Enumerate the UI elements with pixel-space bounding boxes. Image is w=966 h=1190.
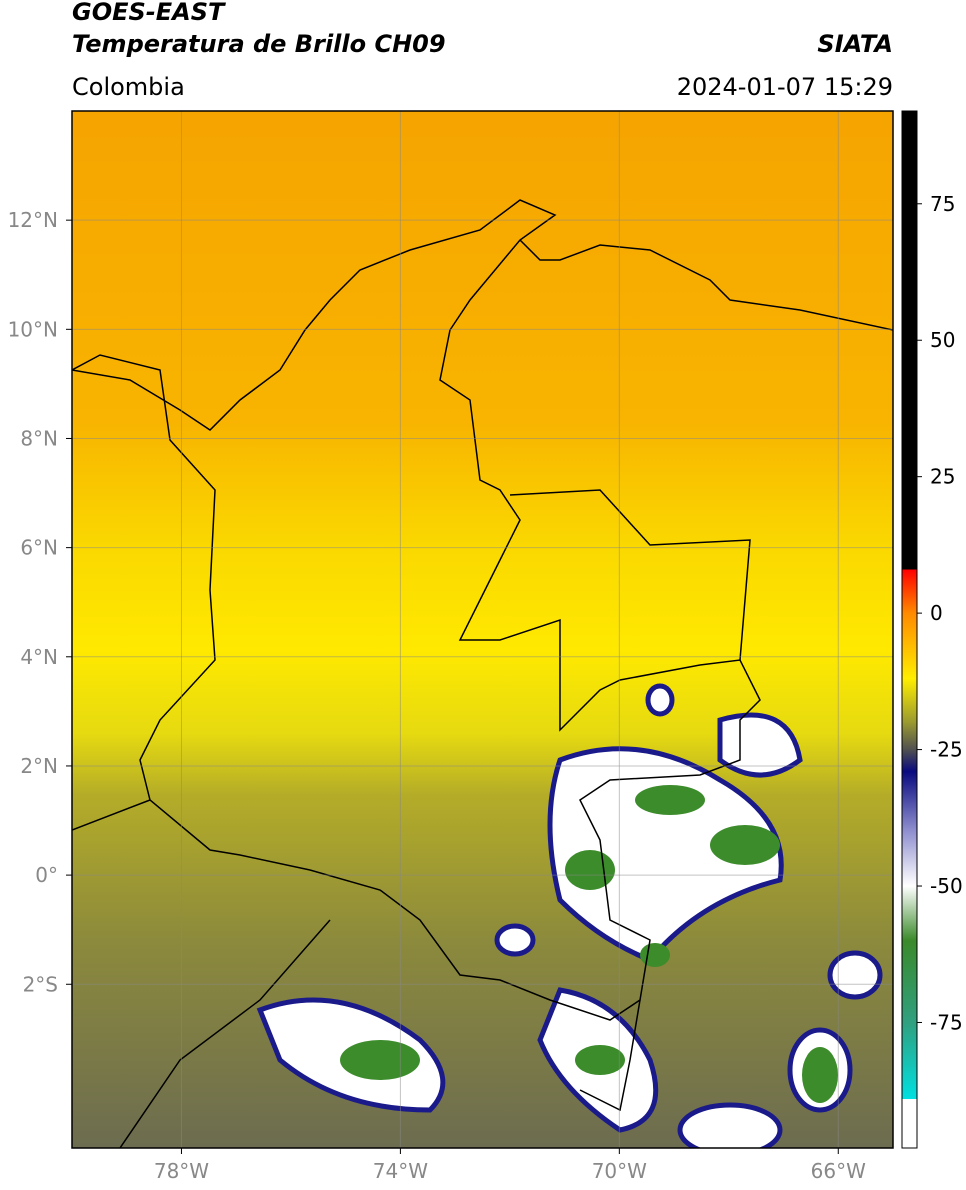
colorbar-fill: [901, 110, 918, 1149]
colorbar-tick-label: -25: [930, 738, 963, 762]
x-tick-label: 74°W: [373, 1159, 428, 1183]
cold-top: [640, 943, 670, 967]
colorbar-tick-label: 50: [930, 328, 955, 352]
colorbar-tick-label: -75: [930, 1010, 963, 1034]
source: SIATA: [817, 30, 893, 58]
map-image: [72, 111, 893, 1148]
map-frame: [71, 110, 894, 1149]
cloud: [494, 923, 536, 957]
colorbar-tick-label: -50: [930, 874, 963, 898]
x-tick-label: 66°W: [811, 1159, 866, 1183]
colorbar-tick-label: 25: [930, 465, 955, 489]
cold-top: [575, 1045, 625, 1075]
y-tick-label: 2°S: [23, 972, 58, 996]
x-tick-label: 78°W: [154, 1159, 209, 1183]
y-tick-label: 4°N: [20, 645, 58, 669]
cold-top: [710, 825, 780, 865]
y-tick-label: 0°: [35, 863, 58, 887]
cold-top: [802, 1047, 838, 1103]
cold-top: [635, 785, 705, 815]
map-background: [72, 111, 893, 1148]
colorbar-tick-label: 75: [930, 192, 955, 216]
colorbar: 75 50 25 0 -25 -50 -75: [901, 110, 963, 1149]
y-tick-label: 2°N: [20, 754, 58, 778]
cloud: [677, 1102, 783, 1148]
cold-top: [565, 850, 615, 890]
border: [579, 999, 641, 1112]
y-tick-label: 10°N: [8, 317, 58, 341]
border: [72, 799, 331, 1148]
cloud: [827, 950, 883, 1000]
y-tick-label: 6°N: [20, 536, 58, 560]
timestamp: 2024-01-07 15:29: [677, 73, 893, 101]
x-tick-label: 70°W: [592, 1159, 647, 1183]
y-tick-label: 8°N: [20, 426, 58, 450]
colorbar-tick-label: 0: [930, 601, 943, 625]
region: Colombia: [72, 73, 185, 101]
border: [509, 489, 751, 661]
subtitle: Temperatura de Brillo CH09: [72, 30, 446, 58]
y-tick-label: 12°N: [8, 208, 58, 232]
title: GOES-EAST: [72, 0, 226, 26]
grid: [72, 111, 893, 1148]
cold-top: [340, 1040, 420, 1080]
coastline: [519, 239, 893, 331]
cloud: [645, 683, 675, 717]
borders: [72, 199, 893, 1148]
